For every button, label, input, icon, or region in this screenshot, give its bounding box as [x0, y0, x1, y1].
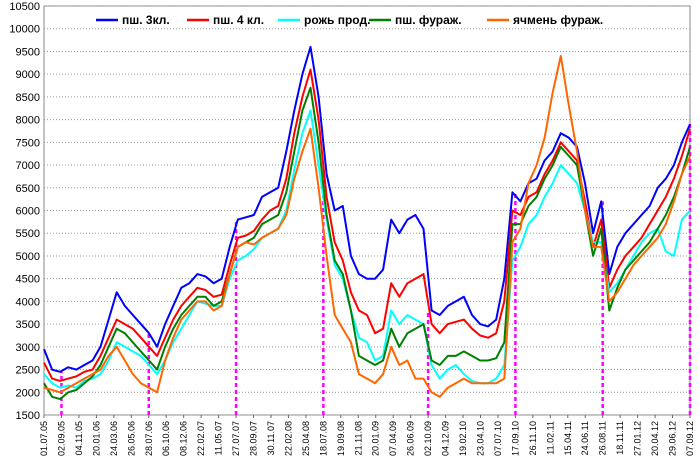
x-tick-label: 22.02.07: [196, 421, 206, 456]
x-tick-label: 06.10.06: [161, 421, 171, 456]
series-line-2: [43, 109, 691, 389]
legend-label-1: пш. 4 кл.: [213, 13, 264, 27]
x-tick-label: 21.11.08: [353, 421, 363, 455]
x-tick-label: 27.01.12: [633, 421, 643, 456]
y-tick-label: 1500: [16, 410, 40, 422]
x-tick-label: 26.06.09: [406, 421, 416, 456]
x-tick-label: 26.05.06: [126, 421, 136, 456]
y-axis: 1500 2000 2500 3000 3500 4000 4500 5000 5500 6000…: [9, 1, 40, 422]
y-tick-label: 8500: [16, 92, 40, 104]
legend-label-2: рожь прод.: [304, 13, 370, 27]
series-line-1: [43, 68, 691, 382]
x-tick-label: 11.02.11: [545, 421, 555, 455]
y-tick-label: 5500: [16, 228, 40, 240]
x-tick-label: 30.11.07: [266, 421, 276, 455]
x-tick-label: 24.03.06: [109, 421, 119, 456]
x-tick-label: 15.04.11: [563, 421, 573, 455]
legend-label-3: пш. фураж.: [395, 13, 462, 27]
y-tick-label: 4500: [16, 274, 40, 286]
legend-label-0: пш. 3кл.: [122, 13, 170, 27]
x-tick-label: 28.09.07: [249, 421, 259, 456]
y-tick-label: 6500: [16, 183, 40, 195]
x-tick-label: 17.09.10: [510, 421, 520, 456]
x-tick-label: 23.04.10: [475, 421, 485, 456]
legend-label-4: ячмень фураж.: [513, 13, 603, 27]
y-tick-label: 8000: [16, 115, 40, 127]
x-axis: 01.07.05 02.09.05 04.11.05 20.01.06 24.03.06…: [39, 415, 695, 456]
x-tick-label: 01.07.05: [39, 421, 49, 456]
y-tick-label: 10500: [9, 1, 40, 13]
series-lines: [43, 45, 691, 401]
x-tick-label: 18.07.08: [318, 421, 328, 456]
y-tick-label: 5000: [16, 251, 40, 263]
x-tick-label: 08.12.06: [179, 421, 189, 456]
x-tick-label: 07.04.09: [388, 421, 398, 456]
y-tick-label: 4000: [16, 296, 40, 308]
x-tick-label: 20.01.09: [371, 421, 381, 456]
x-tick-label: 24.06.11: [580, 421, 590, 455]
x-tick-label: 26.08.11: [598, 421, 608, 455]
x-tick-label: 19.09.08: [336, 421, 346, 456]
x-tick-label: 20.01.06: [91, 421, 101, 456]
gridlines: [43, 5, 691, 416]
x-tick-label: 18.11.11: [615, 421, 625, 455]
x-tick-label: 07.09.12: [685, 421, 695, 456]
x-tick-label: 27.07.07: [231, 421, 241, 456]
x-tick-label: 19.02.10: [458, 421, 468, 456]
y-tick-label: 9500: [16, 46, 40, 58]
x-tick-label: 29.06.12: [668, 421, 678, 456]
y-tick-label: 6000: [16, 206, 40, 218]
x-tick-label: 26.11.10: [528, 421, 538, 455]
series-line-4: [43, 55, 691, 398]
x-tick-label: 02.10.09: [423, 421, 433, 456]
y-tick-label: 3500: [16, 319, 40, 331]
legend: пш. 3кл. пш. 4 кл. рожь прод. пш. фураж. ячм…: [96, 13, 603, 27]
y-tick-label: 2000: [16, 387, 40, 399]
x-tick-label: 02.09.05: [56, 421, 66, 456]
y-tick-label: 3000: [16, 342, 40, 354]
y-tick-label: 2500: [16, 365, 40, 377]
x-tick-label: 04.11.05: [74, 421, 84, 455]
y-tick-label: 10000: [9, 24, 40, 36]
y-tick-label: 7000: [16, 160, 40, 172]
series-line-0: [43, 45, 691, 373]
y-tick-label: 9000: [16, 69, 40, 81]
x-tick-label: 04.12.09: [441, 421, 451, 456]
x-tick-label: 11.05.07: [214, 421, 224, 455]
x-tick-label: 07.07.10: [493, 421, 503, 456]
y-tick-label: 7500: [16, 137, 40, 149]
x-tick-label: 22.02.08: [283, 421, 293, 456]
x-tick-label: 20.04.12: [650, 421, 660, 456]
x-tick-label: 28.07.06: [144, 421, 154, 456]
x-tick-label: 25.04.08: [301, 421, 311, 456]
